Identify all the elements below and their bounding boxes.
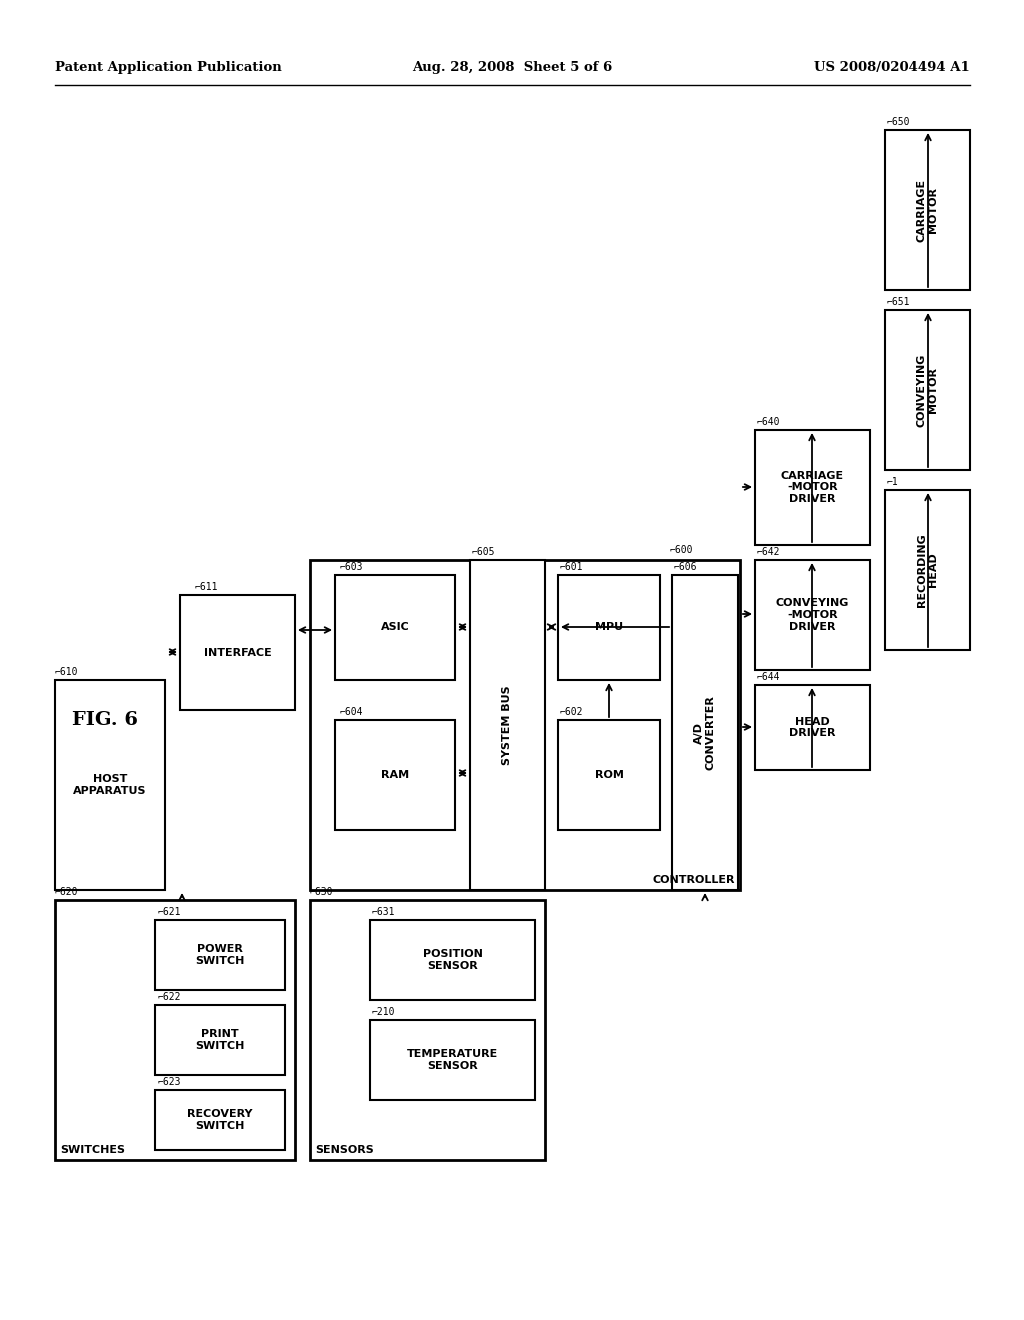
Text: ⌐1: ⌐1 [887,477,899,487]
Text: FIG. 6: FIG. 6 [72,711,138,729]
Bar [310,900,545,1160]
Text: POWER
SWITCH: POWER SWITCH [196,944,245,966]
Bar [470,560,545,890]
Bar [155,1090,285,1150]
Bar [335,719,455,830]
Text: ⌐651: ⌐651 [887,297,910,308]
Text: ⌐623: ⌐623 [158,1077,181,1086]
Bar [755,685,870,770]
Text: INTERFACE: INTERFACE [204,648,271,657]
Bar [885,490,970,649]
Text: CONTROLLER: CONTROLLER [652,875,735,884]
Text: RAM: RAM [381,770,409,780]
Text: RECOVERY
SWITCH: RECOVERY SWITCH [187,1109,253,1131]
Text: ⌐604: ⌐604 [340,708,364,717]
Text: HOST
APPARATUS: HOST APPARATUS [74,775,146,796]
Bar [672,576,738,890]
Bar [558,719,660,830]
Text: ⌐606: ⌐606 [674,562,697,572]
Text: ⌐603: ⌐603 [340,562,364,572]
Text: US 2008/0204494 A1: US 2008/0204494 A1 [814,62,970,74]
Text: ⌐644: ⌐644 [757,672,780,682]
Bar [885,129,970,290]
Text: PRINT
SWITCH: PRINT SWITCH [196,1030,245,1051]
Text: SYSTEM BUS: SYSTEM BUS [503,685,512,764]
Bar [155,1005,285,1074]
Text: ROM: ROM [595,770,624,780]
Text: ⌐611: ⌐611 [195,582,218,591]
Text: RECORDING
HEAD: RECORDING HEAD [916,533,938,607]
Bar [370,1020,535,1100]
Text: MPU: MPU [595,623,623,632]
Text: Patent Application Publication: Patent Application Publication [55,62,282,74]
Text: ⌐600: ⌐600 [670,545,693,554]
Bar [755,560,870,671]
Text: HEAD
DRIVER: HEAD DRIVER [790,717,836,738]
Bar [335,576,455,680]
Text: ⌐610: ⌐610 [55,667,79,677]
Text: CONVEYING
MOTOR: CONVEYING MOTOR [916,354,938,426]
Text: ⌐642: ⌐642 [757,546,780,557]
Bar [180,595,295,710]
Bar [155,920,285,990]
Text: SWITCHES: SWITCHES [60,1144,125,1155]
Text: A/D
CONVERTER: A/D CONVERTER [694,696,716,770]
Text: ⌐650: ⌐650 [887,117,910,127]
Text: ⌐630: ⌐630 [310,887,334,898]
Text: POSITION
SENSOR: POSITION SENSOR [423,949,482,970]
Text: Aug. 28, 2008  Sheet 5 of 6: Aug. 28, 2008 Sheet 5 of 6 [412,62,612,74]
Text: CARRIAGE
MOTOR: CARRIAGE MOTOR [916,178,938,242]
Bar [55,680,165,890]
Text: ⌐210: ⌐210 [372,1007,395,1016]
Text: ⌐621: ⌐621 [158,907,181,917]
Bar [755,430,870,545]
Text: CARRIAGE
-MOTOR
DRIVER: CARRIAGE -MOTOR DRIVER [781,471,844,504]
Bar [558,576,660,680]
Text: ASIC: ASIC [381,623,410,632]
Text: CONVEYING
-MOTOR
DRIVER: CONVEYING -MOTOR DRIVER [776,598,849,631]
Text: ⌐601: ⌐601 [560,562,584,572]
Text: ⌐640: ⌐640 [757,417,780,426]
Bar [310,560,740,890]
Text: ⌐631: ⌐631 [372,907,395,917]
Text: ⌐605: ⌐605 [472,546,496,557]
Text: ⌐620: ⌐620 [55,887,79,898]
Bar [370,920,535,1001]
Bar [885,310,970,470]
Text: ⌐622: ⌐622 [158,993,181,1002]
Bar [55,900,295,1160]
Text: ⌐602: ⌐602 [560,708,584,717]
Text: TEMPERATURE
SENSOR: TEMPERATURE SENSOR [407,1049,498,1071]
Text: SENSORS: SENSORS [315,1144,374,1155]
